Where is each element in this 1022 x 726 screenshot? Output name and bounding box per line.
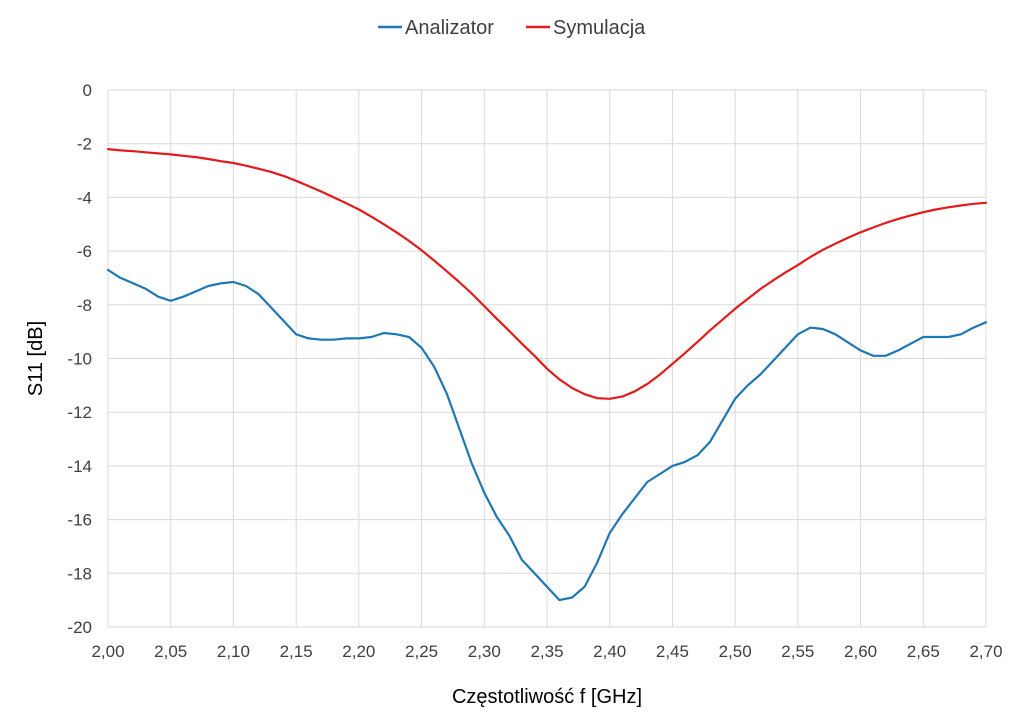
y-tick-label: -14 <box>67 457 92 476</box>
legend: Analizator Symulacja <box>378 17 646 39</box>
x-tick-label: 2,50 <box>719 642 752 661</box>
x-tick-label: 2,70 <box>969 642 1002 661</box>
series-line-analizator <box>106 268 988 602</box>
x-tick-label: 2,15 <box>280 642 313 661</box>
x-tick-label: 2,10 <box>217 642 250 661</box>
x-axis-ticks: 2,00 2,05 2,10 2,15 2,20 2,25 2,30 2,35 2,40 2,45… <box>91 642 1002 661</box>
x-tick-label: 2,00 <box>91 642 124 661</box>
y-tick-label: -18 <box>67 564 92 583</box>
x-tick-label: 2,35 <box>530 642 563 661</box>
x-tick-label: 2,25 <box>405 642 438 661</box>
x-axis-title: Częstotliwość f [GHz] <box>452 686 642 708</box>
legend-label-symulacja: Symulacja <box>553 17 646 39</box>
y-tick-label: -6 <box>77 242 92 261</box>
x-tick-label: 2,20 <box>342 642 375 661</box>
y-tick-label: -16 <box>67 511 92 530</box>
grid <box>107 89 987 628</box>
x-tick-label: 2,45 <box>656 642 689 661</box>
x-tick-label: 2,30 <box>468 642 501 661</box>
x-tick-label: 2,05 <box>154 642 187 661</box>
x-tick-label: 2,40 <box>593 642 626 661</box>
y-tick-label: -20 <box>67 618 92 637</box>
x-tick-label: 2,65 <box>907 642 940 661</box>
x-tick-label: 2,60 <box>844 642 877 661</box>
legend-label-analizator: Analizator <box>405 17 494 39</box>
y-tick-label: -8 <box>77 296 92 315</box>
y-tick-label: -2 <box>77 135 92 154</box>
y-tick-label: 0 <box>83 81 92 100</box>
y-tick-label: -4 <box>77 188 92 207</box>
series-line-symulacja <box>106 148 988 400</box>
x-tick-label: 2,55 <box>781 642 814 661</box>
y-tick-label: -10 <box>67 350 92 369</box>
y-tick-label: -12 <box>67 403 92 422</box>
y-axis-ticks: 0 -2 -4 -6 -8 -10 -12 -14 -16 -18 -20 <box>67 81 92 637</box>
series-lines <box>106 148 988 602</box>
y-axis-title: S11 [dB] <box>25 321 47 396</box>
